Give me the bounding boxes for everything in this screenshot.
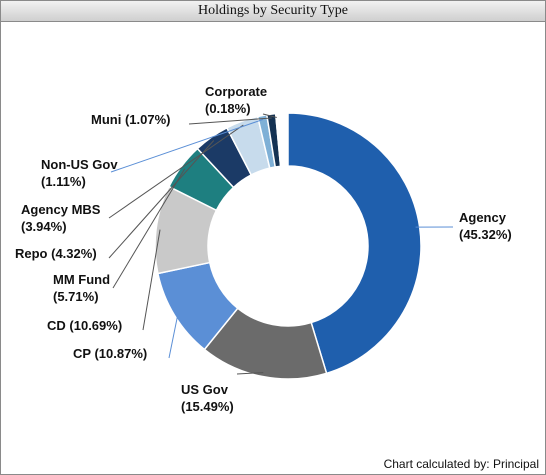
slice-label: Corporate	[205, 84, 267, 99]
donut-slice	[274, 112, 283, 168]
leader-line	[110, 118, 264, 173]
slice-label: Muni	[91, 112, 121, 127]
slice-label-line: CP (10.87%)	[73, 346, 147, 361]
leader-line	[108, 124, 244, 219]
slice-label-line: Repo (4.32%)	[15, 246, 97, 261]
leader-line	[188, 117, 272, 125]
slice-label: US Gov	[181, 382, 229, 397]
leader-line	[168, 313, 179, 359]
donut-slice	[287, 112, 422, 375]
slice-value-label: (4.32%)	[51, 246, 97, 261]
slice-value-label: (15.49%)	[181, 399, 234, 414]
slice-label: Non-US Gov	[41, 157, 118, 172]
slice-value-label: (45.32%)	[459, 227, 512, 242]
slice-label: Repo	[15, 246, 48, 261]
slice-label: CD	[47, 318, 66, 333]
leader-line	[108, 140, 215, 259]
slice-value-label: (1.07%)	[125, 112, 171, 127]
slice-value-label: (0.18%)	[205, 101, 251, 116]
slice-value-label: (10.87%)	[94, 346, 147, 361]
slice-value-label: (5.71%)	[53, 289, 99, 304]
slice-label: Agency	[459, 210, 507, 225]
leader-line	[262, 113, 277, 118]
leader-line	[142, 229, 161, 331]
slice-value-label: (1.11%)	[41, 174, 86, 189]
chart: Chart calculated by: Principal Agency (45…	[15, 84, 539, 471]
panel-title: Holdings by Security Type	[1, 1, 545, 22]
leader-line	[112, 168, 186, 289]
footnote: Chart calculated by: Principal	[384, 457, 539, 471]
slice-value-label: (3.94%)	[21, 219, 67, 234]
slice-label: MM Fund	[53, 272, 110, 287]
slice-value-label: (10.69%)	[69, 318, 122, 333]
slice-label: Agency MBS	[21, 202, 101, 217]
slice-label-line: CD (10.69%)	[47, 318, 122, 333]
slice-label: CP	[73, 346, 91, 361]
slice-label-line: Muni (1.07%)	[91, 112, 170, 127]
leader-line	[236, 372, 264, 375]
